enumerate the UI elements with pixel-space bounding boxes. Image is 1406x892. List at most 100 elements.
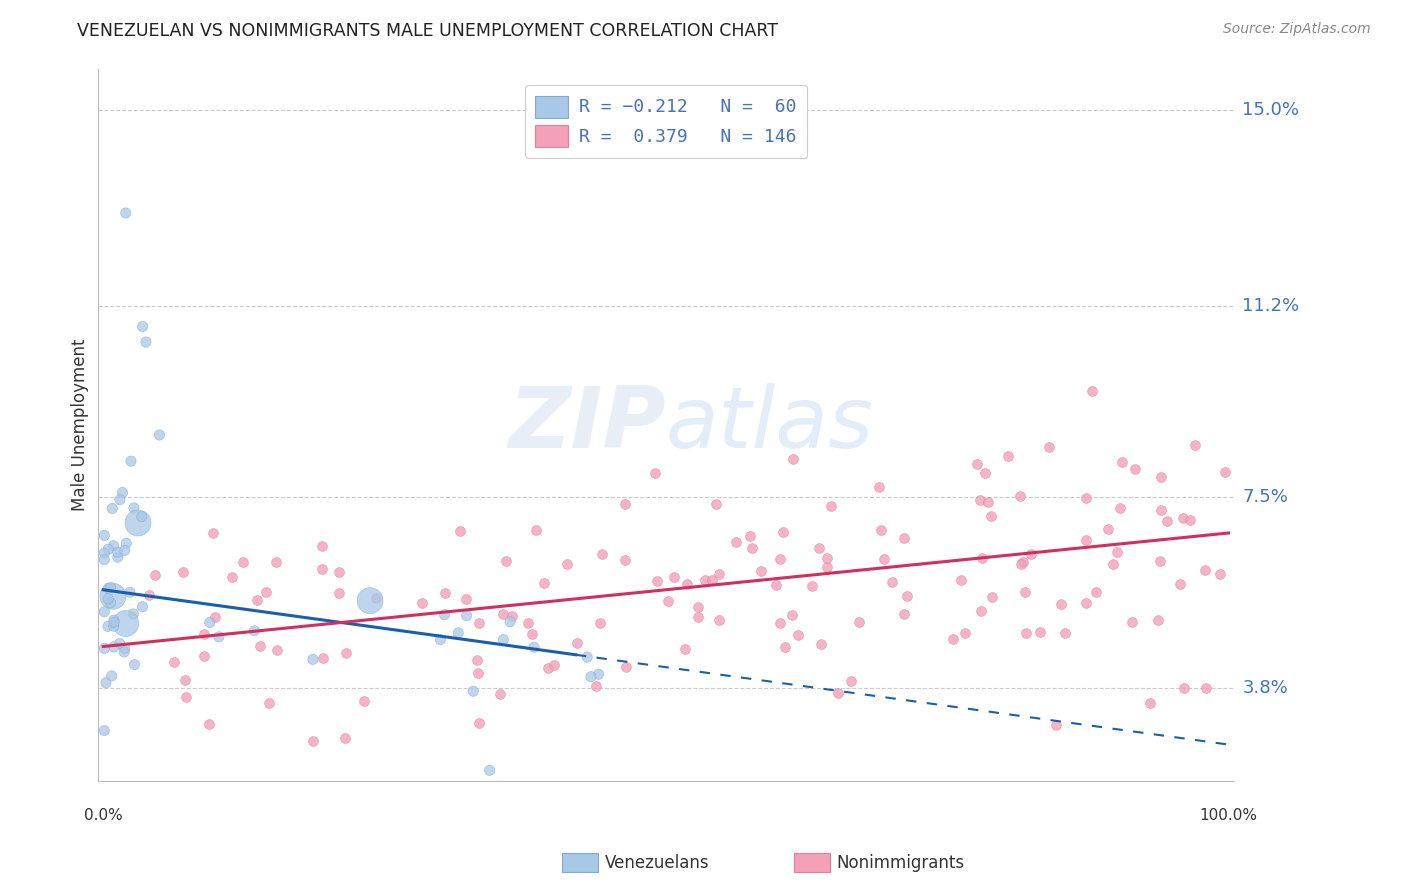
Point (815, 560, 838, 574)
Point (1010, 557, 1032, 571)
Point (143, 568, 166, 582)
Point (976, 494, 998, 508)
Point (533, 576, 555, 591)
Point (749, 564, 772, 578)
Point (449, 524, 471, 539)
Point (411, 597, 433, 611)
Point (704, 497, 727, 511)
Point (700, 573, 723, 587)
Point (820, 499, 842, 513)
Point (111, 485, 134, 500)
Point (1213, 465, 1236, 479)
Point (1084, 585, 1107, 599)
Text: 11.2%: 11.2% (1243, 297, 1299, 315)
Point (221, 570, 243, 584)
Point (107, 545, 129, 559)
Point (524, 523, 547, 537)
Point (810, 637, 832, 651)
Point (302, 734, 325, 748)
Point (456, 591, 478, 606)
Point (1178, 513, 1201, 527)
Point (688, 609, 710, 624)
Point (108, 492, 131, 507)
Point (869, 523, 891, 537)
Point (163, 656, 186, 670)
Point (1102, 557, 1125, 571)
Point (120, 454, 142, 468)
Point (815, 550, 838, 565)
Point (103, 640, 125, 654)
Point (103, 619, 125, 633)
Point (893, 607, 915, 622)
Point (557, 558, 579, 572)
Point (93, 605, 115, 619)
Point (673, 642, 696, 657)
Point (100, 581, 122, 595)
Point (1021, 547, 1043, 561)
Point (122, 607, 145, 621)
Point (94, 675, 117, 690)
Point (463, 684, 485, 698)
Point (614, 497, 637, 511)
Point (197, 717, 219, 731)
Point (942, 632, 965, 646)
Point (981, 590, 1004, 604)
Text: Venezuelans: Venezuelans (605, 854, 709, 871)
Point (204, 610, 226, 624)
Point (359, 593, 381, 607)
Point (366, 591, 388, 605)
Point (131, 599, 153, 614)
Text: VENEZUELAN VS NONIMMIGRANTS MALE UNEMPLOYMENT CORRELATION CHART: VENEZUELAN VS NONIMMIGRANTS MALE UNEMPLO… (77, 22, 779, 40)
Point (516, 616, 538, 631)
Point (738, 529, 761, 543)
Point (103, 615, 125, 630)
Point (579, 670, 602, 684)
Point (1105, 544, 1128, 558)
Point (353, 693, 375, 707)
Point (588, 667, 610, 681)
Point (115, 536, 138, 550)
Point (1038, 440, 1060, 454)
Point (93, 528, 115, 542)
Text: ZIP: ZIP (508, 383, 666, 467)
Point (97, 591, 120, 606)
Point (495, 554, 517, 568)
Point (868, 480, 890, 494)
Point (768, 552, 790, 566)
Point (966, 457, 988, 471)
Point (1139, 696, 1161, 710)
Point (772, 524, 794, 539)
Point (1121, 615, 1143, 630)
Text: Nonimmigrants: Nonimmigrants (837, 854, 965, 871)
Point (101, 501, 124, 516)
Point (1149, 554, 1171, 568)
Point (1173, 681, 1195, 695)
Point (112, 645, 135, 659)
Point (780, 608, 803, 623)
Point (1014, 585, 1036, 599)
Point (124, 657, 146, 672)
Point (335, 647, 357, 661)
Point (118, 585, 141, 599)
Point (1010, 489, 1032, 503)
Point (1195, 681, 1218, 695)
Point (202, 526, 225, 541)
Point (193, 627, 215, 641)
Point (576, 650, 599, 665)
Point (707, 567, 730, 582)
Point (101, 590, 124, 604)
Point (980, 509, 1002, 524)
Point (1150, 503, 1173, 517)
Text: atlas: atlas (666, 383, 875, 467)
Point (724, 534, 747, 549)
Point (333, 731, 356, 746)
Point (1076, 596, 1098, 610)
Point (1173, 511, 1195, 525)
Point (249, 639, 271, 653)
Point (827, 685, 849, 699)
Point (93, 552, 115, 566)
Point (949, 573, 972, 587)
Point (1168, 577, 1191, 591)
Point (193, 649, 215, 664)
Point (769, 615, 792, 630)
